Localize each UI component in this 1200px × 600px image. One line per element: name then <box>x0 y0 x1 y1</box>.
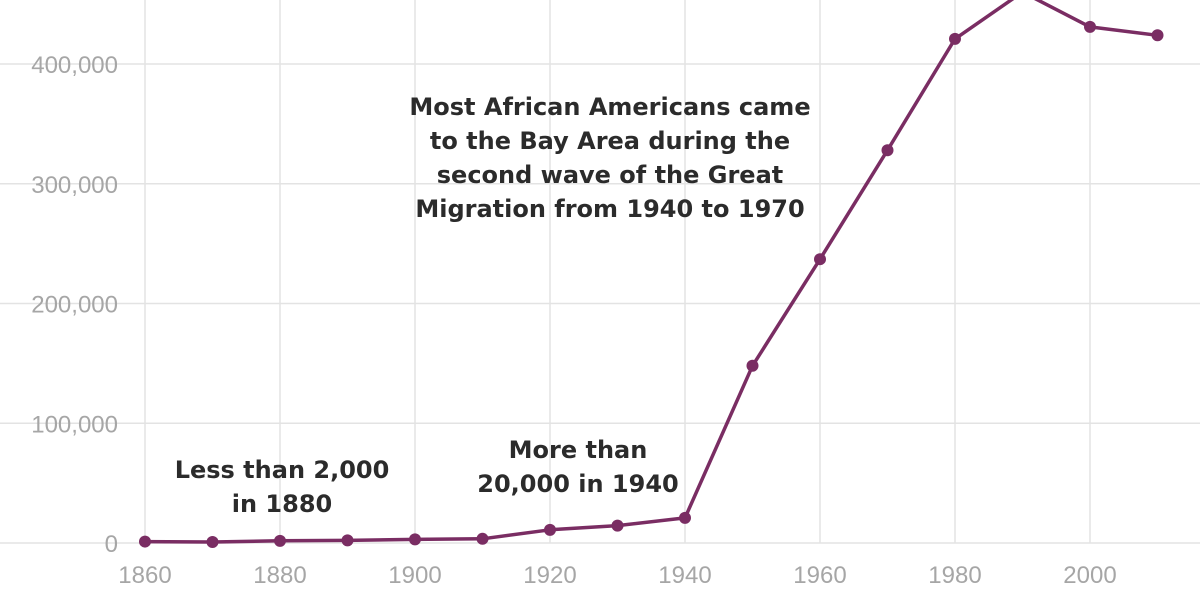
y-tick-label: 300,000 <box>31 172 118 199</box>
annotation-line: Migration from 1940 to 1970 <box>415 195 804 223</box>
annotation-line: second wave of the Great <box>437 161 784 189</box>
data-point <box>746 359 759 372</box>
data-point <box>476 532 489 545</box>
annotation-line: Most African Americans came <box>409 93 810 121</box>
annotation: More than 20,000 in 1940 <box>477 436 678 498</box>
data-point <box>341 534 354 547</box>
x-tick-label: 1940 <box>658 562 711 589</box>
annotation: Most African Americans came to the Bay Ar… <box>409 93 810 223</box>
y-tick-label: 400,000 <box>31 52 118 79</box>
annotation-line: 20,000 in 1940 <box>477 470 678 498</box>
y-tick-label: 100,000 <box>31 411 118 438</box>
data-point <box>679 511 691 524</box>
data-point <box>881 144 894 157</box>
annotation-line: Less than 2,000 <box>175 456 390 484</box>
data-point <box>274 534 286 547</box>
annotation: Less than 2,000 in 1880 <box>175 456 390 518</box>
x-tick-label: 1860 <box>118 562 171 589</box>
data-point <box>1151 29 1164 42</box>
annotations: Most African Americans came to the Bay Ar… <box>175 93 811 518</box>
x-tick-label: 1980 <box>928 562 981 589</box>
x-tick-label: 1900 <box>388 562 441 589</box>
grid <box>0 0 1200 544</box>
annotation-line: More than <box>509 436 648 464</box>
series-line <box>144 0 1158 544</box>
x-tick-label: 2000 <box>1063 562 1116 589</box>
data-point <box>544 523 556 536</box>
annotation-line: in 1880 <box>232 490 332 518</box>
x-tick-label: 1880 <box>253 562 306 589</box>
data-point <box>409 533 421 546</box>
x-tick-label: 1920 <box>523 562 576 589</box>
data-point <box>611 519 624 532</box>
series <box>139 0 1164 549</box>
data-point <box>1084 20 1096 33</box>
x-tick-label: 1960 <box>793 562 846 589</box>
annotation-line: to the Bay Area during the <box>430 127 790 155</box>
y-tick-label: 0 <box>105 531 118 558</box>
axis-labels: 1860 1880 1900 1920 1940 1960 1980 2000 0 100,000… <box>31 52 1116 589</box>
y-tick-label: 200,000 <box>31 292 118 319</box>
data-point <box>814 253 826 266</box>
data-point <box>949 32 961 45</box>
data-point <box>206 536 219 549</box>
data-point <box>139 535 151 548</box>
